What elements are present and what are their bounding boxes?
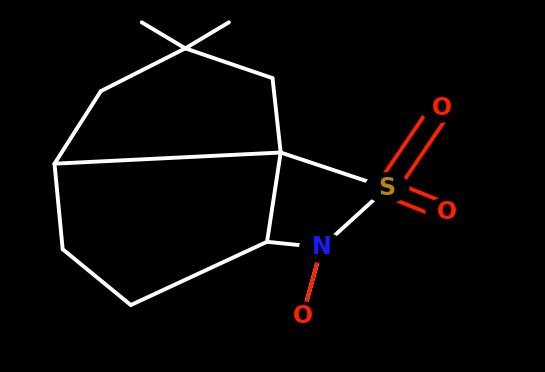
- Circle shape: [282, 302, 323, 330]
- Text: O: O: [293, 304, 312, 328]
- Circle shape: [300, 232, 343, 262]
- Circle shape: [426, 198, 468, 226]
- Text: S: S: [378, 176, 396, 200]
- Circle shape: [365, 173, 409, 203]
- Text: N: N: [312, 235, 331, 259]
- Text: O: O: [432, 96, 451, 120]
- Circle shape: [421, 94, 462, 122]
- Text: O: O: [437, 200, 457, 224]
